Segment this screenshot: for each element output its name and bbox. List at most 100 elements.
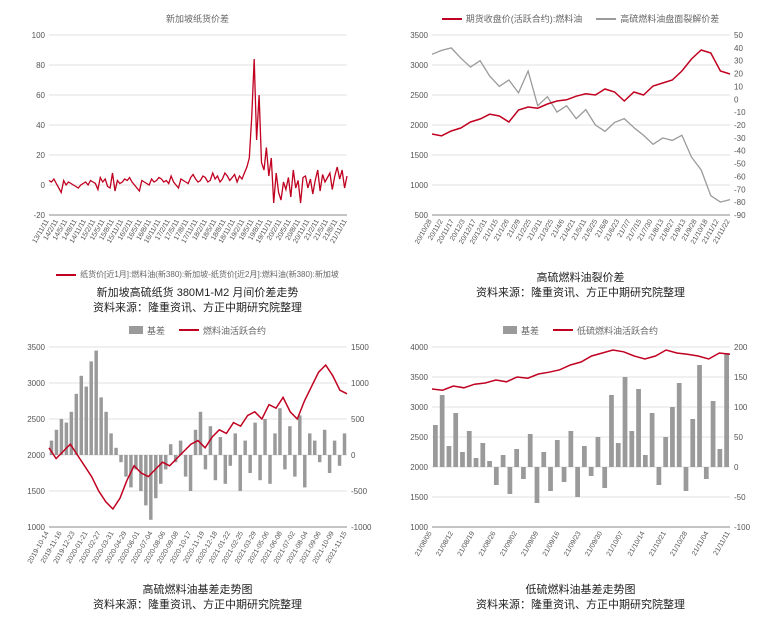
svg-text:40: 40: [734, 44, 743, 53]
svg-text:0: 0: [734, 95, 739, 104]
svg-text:60: 60: [36, 91, 45, 100]
source-bl: 资料来源：隆重资讯、方正中期研究院整理: [93, 598, 302, 613]
source-tl: 资料来源：隆重资讯、方正中期研究院整理: [93, 301, 302, 316]
svg-text:1500: 1500: [27, 487, 45, 496]
svg-text:1500: 1500: [410, 493, 428, 502]
svg-text:1500: 1500: [410, 151, 428, 160]
svg-text:21/08/05: 21/08/05: [414, 530, 434, 557]
svg-text:2000: 2000: [27, 451, 45, 460]
legend-item: 燃料油活跃合约: [179, 324, 266, 337]
legend-tr: 期货收盘价(活跃合约):燃料油 高硫燃料油盘面裂解价差: [442, 12, 720, 25]
svg-text:10: 10: [734, 82, 743, 91]
svg-text:21/09/09: 21/09/09: [520, 530, 540, 557]
legend-label-spread: 纸货价[近1月]:燃料油(新380):新加坡-纸货价[近2月]:燃料油(新380…: [80, 269, 339, 280]
svg-text:3500: 3500: [410, 373, 428, 382]
legend-item: 期货收盘价(活跃合约):燃料油: [442, 12, 583, 25]
svg-text:2500: 2500: [410, 91, 428, 100]
svg-text:1500: 1500: [351, 343, 369, 352]
svg-text:200: 200: [734, 343, 748, 352]
chart-tl: -2002040608010013/11/1114/2/1114/5/1114/…: [13, 27, 383, 267]
svg-text:0: 0: [351, 451, 356, 460]
panel-hs-basis: 基差燃料油活跃合约 100015002000250030003500-1000-…: [12, 324, 383, 613]
legend-bar-swatch: [503, 326, 517, 334]
chart-br: 1000 1500 2000 2500 3000 3500 4000 -100 -50 0 50 10…: [396, 339, 766, 579]
svg-text:21/08/12: 21/08/12: [435, 530, 455, 557]
svg-text:-80: -80: [734, 198, 746, 207]
legend-tl-title: 新加坡纸货价差: [166, 12, 229, 25]
chart-grid: 新加坡纸货价差 -2002040608010013/11/1114/2/1114…: [12, 12, 766, 612]
svg-text:-90: -90: [734, 211, 746, 220]
legend-label: 燃料油活跃合约: [203, 324, 266, 337]
legend-line-swatch: [553, 329, 573, 331]
svg-text:1000: 1000: [27, 523, 45, 532]
svg-text:21/08/26: 21/08/26: [477, 530, 497, 557]
svg-text:20: 20: [734, 70, 743, 79]
svg-text:21/09/30: 21/09/30: [584, 530, 604, 557]
title-block-br: 低硫燃料油基差走势图 资料来源：隆重资讯、方正中期研究院整理: [476, 583, 685, 613]
svg-text:500: 500: [351, 415, 365, 424]
svg-text:80: 80: [36, 61, 45, 70]
title-block-tl: 新加坡高硫纸货 380M1-M2 月间价差走势 资料来源：隆重资讯、方正中期研究…: [93, 286, 302, 316]
chart-title-bl: 高硫燃料油基差走势图: [93, 583, 302, 598]
legend-line-swatch: [596, 18, 616, 20]
svg-text:21/09/16: 21/09/16: [541, 530, 561, 557]
svg-text:21/09/23: 21/09/23: [563, 530, 583, 557]
svg-text:-10: -10: [734, 108, 746, 117]
svg-text:-1000: -1000: [351, 523, 372, 532]
chart-title-br: 低硫燃料油基差走势图: [476, 583, 685, 598]
legend-item: 高硫燃料油盘面裂解价差: [596, 12, 719, 25]
legend-item: 低硫燃料油活跃合约: [553, 324, 658, 337]
source-tr: 资料来源：隆重资讯、方正中期研究院整理: [476, 286, 685, 301]
legend-item: 基差: [503, 324, 539, 337]
svg-text:1000: 1000: [410, 523, 428, 532]
svg-text:1000: 1000: [410, 181, 428, 190]
svg-text:-40: -40: [734, 147, 746, 156]
svg-text:-30: -30: [734, 134, 746, 143]
svg-text:3500: 3500: [410, 31, 428, 40]
svg-text:4000: 4000: [410, 343, 428, 352]
svg-text:100: 100: [31, 31, 45, 40]
svg-text:21/09/02: 21/09/02: [499, 530, 519, 557]
svg-text:20: 20: [36, 151, 45, 160]
svg-text:21/08/19: 21/08/19: [456, 530, 476, 557]
svg-text:-70: -70: [734, 185, 746, 194]
svg-text:0: 0: [734, 463, 739, 472]
svg-text:-50: -50: [734, 493, 746, 502]
svg-text:21/10/14: 21/10/14: [626, 530, 646, 557]
legend-label: 基差: [147, 324, 165, 337]
svg-text:40: 40: [36, 121, 45, 130]
chart-bl: 100015002000250030003500-1000-5000500100…: [13, 339, 383, 579]
legend-line-swatch: [442, 18, 462, 20]
legend-item: 基差: [129, 324, 165, 337]
legend-bar-swatch: [129, 326, 143, 334]
svg-text:100: 100: [734, 403, 748, 412]
svg-text:2000: 2000: [410, 121, 428, 130]
svg-text:-20: -20: [734, 121, 746, 130]
svg-text:2500: 2500: [410, 433, 428, 442]
svg-text:-50: -50: [734, 160, 746, 169]
svg-text:2000: 2000: [410, 463, 428, 472]
svg-text:21/10/07: 21/10/07: [605, 530, 625, 557]
svg-text:21/10/28: 21/10/28: [669, 530, 689, 557]
svg-text:3000: 3000: [410, 61, 428, 70]
svg-text:0: 0: [40, 181, 45, 190]
svg-text:-100: -100: [734, 523, 751, 532]
svg-text:3000: 3000: [410, 403, 428, 412]
svg-text:-500: -500: [351, 487, 368, 496]
panel-ls-basis: 基差低硫燃料油活跃合约 1000150020002500300035004000…: [395, 324, 766, 613]
source-br: 资料来源：隆重资讯、方正中期研究院整理: [476, 598, 685, 613]
svg-text:50: 50: [734, 433, 743, 442]
chart-title-tr: 高硫燃料油裂价差: [476, 271, 685, 286]
legend-br: 基差 低硫燃料油活跃合约: [503, 324, 658, 337]
panel-singapore-paper-spread: 新加坡纸货价差 -2002040608010013/11/1114/2/1114…: [12, 12, 383, 316]
legend-label: 高硫燃料油盘面裂解价差: [620, 12, 719, 25]
svg-text:50: 50: [734, 31, 743, 40]
chart-title-tl: 新加坡高硫纸货 380M1-M2 月间价差走势: [93, 286, 302, 301]
legend-item-spread: 纸货价[近1月]:燃料油(新380):新加坡-纸货价[近2月]:燃料油(新380…: [56, 269, 339, 280]
svg-text:3000: 3000: [27, 379, 45, 388]
legend-tl-top: 新加坡纸货价差: [166, 12, 229, 25]
legend-label: 低硫燃料油活跃合约: [577, 324, 658, 337]
svg-text:30: 30: [734, 57, 743, 66]
legend-label: 基差: [521, 324, 539, 337]
svg-text:2500: 2500: [27, 415, 45, 424]
